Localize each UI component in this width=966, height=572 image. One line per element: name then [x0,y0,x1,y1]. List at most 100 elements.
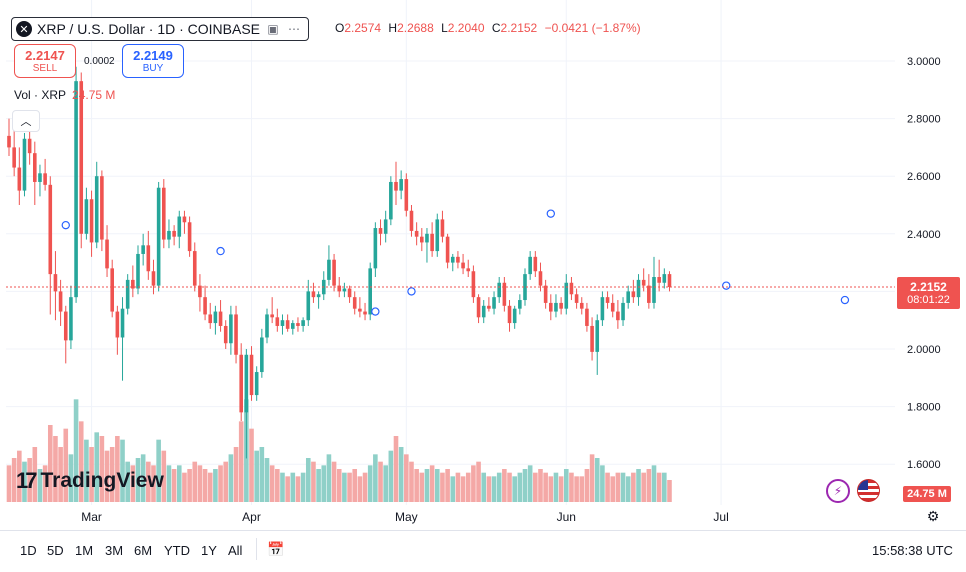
candle-body [146,245,151,272]
volume-bar [589,454,595,502]
volume-bar [605,472,610,502]
more-icon[interactable]: ⋯ [288,22,301,36]
candle-body [151,271,156,286]
utc-clock[interactable]: 15:58:38 UTC [872,543,953,558]
range-5d[interactable]: 5D [47,543,64,558]
volume-bar [533,472,538,502]
y-tick-label: 2.6000 [907,171,941,183]
candlestick-chart[interactable]: 3.00002.80002.60002.40002.20002.00001.80… [0,0,966,530]
candle-body [456,256,460,263]
y-tick-label: 1.8000 [907,402,941,414]
candle-body [574,294,579,303]
volume-bar [548,476,554,502]
sell-label: SELL [32,62,58,74]
candle-body [590,325,594,352]
candle-body [187,222,192,252]
gear-icon[interactable]: ⚙ [926,507,940,524]
calendar-icon[interactable]: 📅 [267,540,285,557]
sell-button[interactable]: 2.2147 SELL [14,44,76,78]
candle-body [440,219,445,237]
candle-body [260,337,264,373]
volume-bar [434,469,440,502]
volume-bar [53,436,58,502]
range-6m[interactable]: 6M [134,543,153,558]
candle-body [115,311,120,338]
volume-tag: 24.75 M [903,486,951,502]
volume-bar [47,425,53,502]
volume-bar [94,432,100,502]
volume-bar [207,472,213,502]
volume-bar [336,469,342,502]
volume-bar [63,428,69,502]
volume-bar [491,476,497,502]
volume-bar [68,454,74,502]
volume-bar [656,472,662,502]
volume-bar [78,421,84,502]
volume-bar [249,428,254,502]
candle-body [471,271,476,298]
symbol-search[interactable]: ✕ XRP / U.S. Dollar · 1D · COINBASE ▣ ⋯ [11,17,310,41]
volume-bar [264,458,270,502]
volume-bar [362,472,368,502]
candle-body [234,314,238,355]
volume-bar [254,450,259,502]
range-1d[interactable]: 1D [20,543,37,558]
candle-body [394,181,398,191]
volume-bar [543,472,548,502]
x-tick-label: May [395,510,418,524]
candle-body [229,314,233,344]
candle-body [363,311,367,315]
candle-body [244,354,249,413]
lightning-icon[interactable]: ⚡ [826,479,850,503]
volume-bar [285,476,290,502]
event-markers[interactable] [61,209,850,316]
candle-body [368,268,372,315]
volume-bar [223,461,229,502]
toolbar-divider [256,538,257,560]
buy-button[interactable]: 2.2149 BUY [122,44,184,78]
tradingview-logo[interactable]: 17 TradingView [16,468,164,494]
us-flag-icon[interactable] [857,479,880,502]
volume-bar [27,458,32,502]
volume-bar [218,465,223,502]
candle-body [585,308,589,326]
compare-icon[interactable]: ▣ [267,22,279,36]
candle-body [12,147,16,168]
volume-bar [512,476,517,502]
close-label: C [491,21,501,35]
collapse-legend-button[interactable]: ︿ [12,110,40,132]
volume-bar [275,469,280,502]
volume-bar [527,465,533,502]
range-all[interactable]: All [228,543,243,558]
volume-bar [584,469,590,502]
volume-bar [558,476,564,502]
grid [6,0,895,505]
candle-body [636,279,641,298]
volume-bar [393,436,399,502]
volume-bar [295,476,301,502]
volume-bar [455,472,461,502]
candle-body [27,138,32,154]
volume-bar [197,465,203,502]
candle-body [610,302,615,312]
volume-bar [445,469,450,502]
candle-body [476,297,481,318]
candle-body [600,297,605,321]
candle-body [182,216,187,223]
range-ytd[interactable]: YTD [164,543,190,558]
price-axis[interactable]: 3.00002.80002.60002.40002.20002.00001.80… [907,56,941,471]
volume-bar [409,461,414,502]
volume-bar [73,399,79,502]
range-3m[interactable]: 3M [105,543,124,558]
candle-body [352,297,357,309]
candle-body [502,282,507,306]
time-axis[interactable]: Mar Apr May Jun Jul [81,510,729,524]
range-1m[interactable]: 1M [75,543,94,558]
volume-bar [460,476,466,502]
volume-bar [120,439,125,502]
volume-bar [269,465,275,502]
volume-legend[interactable]: Vol · XRP 24.75 M [14,88,115,102]
candle-body [347,288,352,298]
range-1y[interactable]: 1Y [201,543,217,558]
candle-body [435,219,440,252]
